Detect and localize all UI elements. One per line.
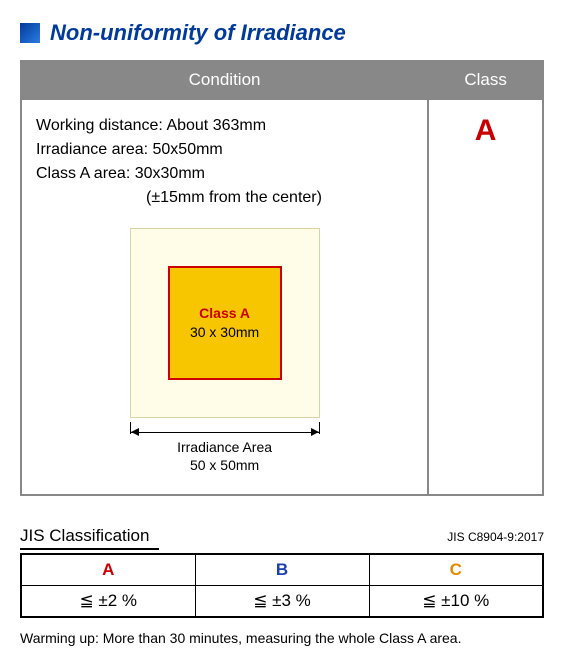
jis-col-c-value: ≦ ±10 % xyxy=(369,586,543,618)
jis-col-a-value: ≦ ±2 % xyxy=(21,586,195,618)
jis-col-a-label: A xyxy=(21,554,195,586)
irradiance-area-square: Class A 30 x 30mm xyxy=(130,228,320,418)
cond-line-3: Class A area: 30x30mm xyxy=(36,162,413,186)
irradiance-dim-block: Irradiance Area 50 x 50mm xyxy=(130,424,320,480)
dimension-line-icon xyxy=(130,428,320,438)
class-a-dim: 30 x 30mm xyxy=(190,323,259,342)
irradiance-area-label: Irradiance Area xyxy=(130,438,320,456)
section-title: Non-uniformity of Irradiance xyxy=(20,20,544,46)
irradiance-area-dim: 50 x 50mm xyxy=(130,456,320,474)
cond-line-4: (±15mm from the center) xyxy=(146,186,413,210)
footnote: Warming up: More than 30 minutes, measur… xyxy=(20,630,544,646)
jis-col-c-label: C xyxy=(369,554,543,586)
jis-col-b-label: B xyxy=(195,554,369,586)
irradiance-table: Condition Class Working distance: About … xyxy=(20,60,544,496)
header-class: Class xyxy=(428,61,543,99)
jis-col-b-value: ≦ ±3 % xyxy=(195,586,369,618)
jis-classification-table: A B C ≦ ±2 % ≦ ±3 % ≦ ±10 % xyxy=(20,553,544,618)
area-diagram: Class A 30 x 30mm xyxy=(36,228,413,418)
jis-title: JIS Classification xyxy=(20,526,159,550)
class-value: A xyxy=(443,114,528,148)
jis-standard: JIS C8904-9:2017 xyxy=(447,530,544,544)
class-a-square: Class A 30 x 30mm xyxy=(168,266,282,380)
class-cell: A xyxy=(428,99,543,495)
header-condition: Condition xyxy=(21,61,428,99)
cond-line-2: Irradiance area: 50x50mm xyxy=(36,138,413,162)
cond-line-1: Working distance: About 363mm xyxy=(36,114,413,138)
title-text: Non-uniformity of Irradiance xyxy=(50,20,346,46)
class-a-label: Class A xyxy=(199,304,250,323)
condition-cell: Working distance: About 363mm Irradiance… xyxy=(21,99,428,495)
title-square-icon xyxy=(20,23,40,43)
